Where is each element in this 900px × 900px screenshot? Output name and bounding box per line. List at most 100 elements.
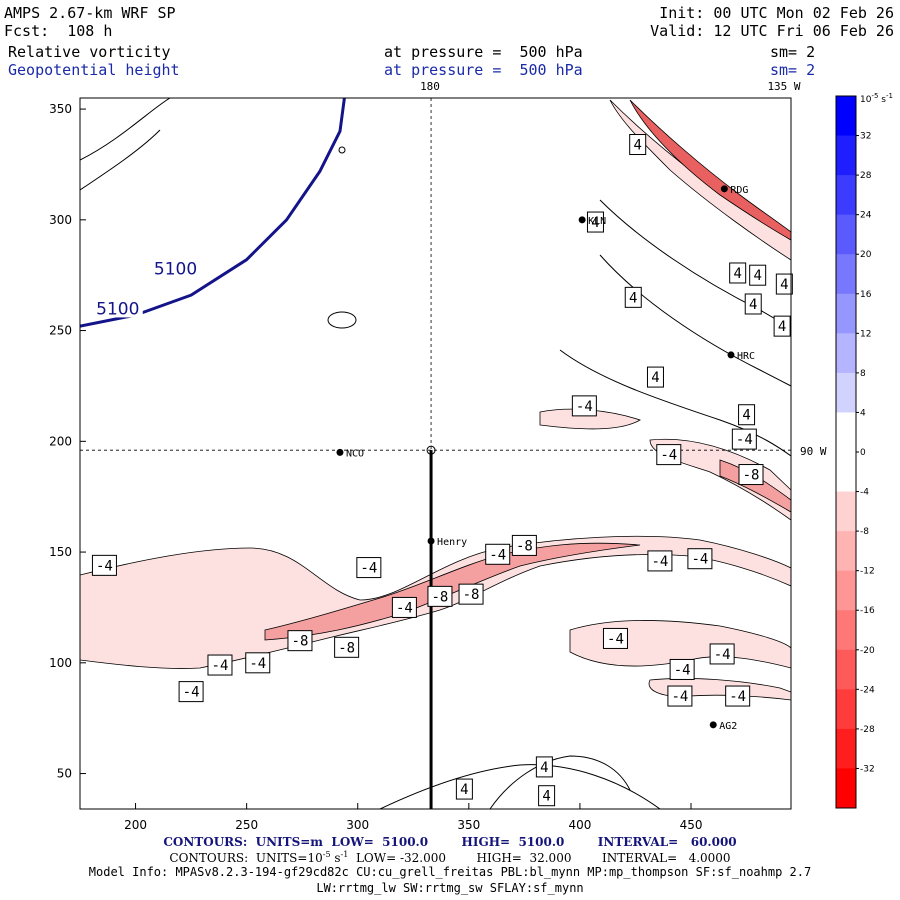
vorticity-label: 4 bbox=[633, 138, 641, 154]
vorticity-label-box bbox=[511, 534, 537, 556]
field2-smoothing: sm= 2 bbox=[770, 61, 816, 79]
vorticity-label-box bbox=[586, 211, 604, 233]
vorticity-label: -4 bbox=[489, 547, 506, 563]
vorticity-label: -4 bbox=[96, 558, 113, 574]
vorticity-label-box bbox=[427, 585, 453, 607]
colorbar-swatch bbox=[836, 768, 856, 809]
plot-frame bbox=[79, 97, 792, 810]
colorbar-tick-label: 16 bbox=[860, 290, 872, 300]
colorbar-swatch bbox=[836, 96, 856, 137]
y-tick-label: 200 bbox=[49, 434, 72, 448]
colorbar-swatch bbox=[836, 531, 856, 572]
vorticity-label: 4 bbox=[742, 408, 750, 424]
colorbar-tick-label: 20 bbox=[860, 250, 872, 260]
vorticity-label-box bbox=[602, 627, 628, 649]
vorticity-label: 4 bbox=[753, 268, 761, 284]
axis-ticks: 200 250 300 350 400 450 50 100 150 200 250 300 350 bbox=[49, 102, 702, 832]
vorticity-label-box bbox=[178, 681, 204, 703]
vorticity-label-box bbox=[624, 286, 642, 308]
vorticity-label-box bbox=[356, 557, 382, 579]
vorticity-label: -4 bbox=[660, 448, 677, 464]
vorticity-label-box bbox=[709, 643, 735, 665]
vorticity-label: 4 bbox=[778, 319, 786, 335]
colorbar-tick-label: 32 bbox=[860, 132, 871, 142]
height-label: 5100 bbox=[96, 299, 139, 319]
station-label: HRC bbox=[737, 351, 755, 362]
forecast-hour: Fcst: 108 h bbox=[4, 22, 113, 40]
vorticity-label: -4 bbox=[729, 689, 746, 705]
vorticity-label-box bbox=[287, 630, 313, 652]
vorticity-label: 4 bbox=[460, 782, 468, 798]
colorbar-swatch bbox=[836, 333, 856, 374]
vorticity-label: 4 bbox=[629, 290, 637, 306]
vorticity-label: -8 bbox=[338, 640, 355, 656]
vorticity-label: -8 bbox=[292, 634, 309, 650]
y-tick-label: 300 bbox=[49, 213, 72, 227]
model-title: AMPS 2.67-km WRF SP bbox=[4, 4, 176, 22]
vorticity-label-box bbox=[535, 756, 553, 778]
colorbar-swatch bbox=[836, 214, 856, 255]
colorbar-swatch bbox=[836, 175, 856, 216]
vort-blob-mid bbox=[539, 408, 641, 430]
station-marker bbox=[727, 351, 735, 359]
y-tick-label: 100 bbox=[49, 656, 72, 670]
vorticity-label-box bbox=[647, 550, 673, 572]
vorticity-label-box bbox=[775, 273, 793, 295]
colorbar: 32 28 24 20 16 12 8 4 0 -4 -8 -12 -16 -20 -24 -28 -32 bbox=[835, 95, 875, 809]
vorticity-label: 4 bbox=[591, 215, 599, 231]
vorticity-label: -8 bbox=[463, 587, 480, 603]
vorticity-label-box bbox=[334, 636, 360, 658]
vort-pos-line-south-2 bbox=[489, 755, 631, 809]
colorbar-tick-label: -8 bbox=[860, 527, 869, 537]
vorticity-label: -4 bbox=[249, 656, 266, 672]
vorticity-label-box bbox=[207, 654, 233, 676]
colorbar-tick-label: 12 bbox=[860, 329, 871, 339]
vorticity-label: -4 bbox=[360, 561, 377, 577]
colorbar-tick-label: 4 bbox=[860, 408, 866, 418]
stations: NCO Henry KLN RDG HRC AG2 bbox=[336, 185, 755, 732]
y-tick-label: 250 bbox=[49, 324, 72, 338]
station-label: RDG bbox=[730, 185, 748, 196]
vorticity-label-box bbox=[731, 428, 757, 450]
station-label: Henry bbox=[437, 537, 467, 548]
colorbar-swatch bbox=[836, 372, 856, 413]
colorbar-swatch bbox=[836, 135, 856, 176]
vorticity-label: 4 bbox=[780, 277, 788, 293]
model-info-line-2: LW:rrtmg_lw SW:rrtmg_sw SFLAY:sf_mynn bbox=[316, 881, 584, 895]
vorticity-label: 4 bbox=[651, 370, 659, 386]
vorticity-label: -4 bbox=[396, 600, 413, 616]
station-marker bbox=[336, 448, 344, 456]
vort-band-northeast-core bbox=[629, 99, 791, 241]
vorticity-label: -4 bbox=[674, 662, 691, 678]
vorticity-label-box bbox=[245, 652, 271, 674]
height-label: 5100 bbox=[154, 260, 197, 280]
colorbar-tick-label: 24 bbox=[860, 211, 872, 221]
x-tick-label: 400 bbox=[568, 818, 591, 832]
vorticity-label-box bbox=[91, 554, 117, 576]
lon-180-label: 180 bbox=[420, 80, 440, 93]
vorticity-contour-info: CONTOURS: UNITS=10-5 s-1 LOW= -32.000 HI… bbox=[169, 850, 731, 865]
colorbar-tick-label: -28 bbox=[860, 725, 875, 735]
field1-level: at pressure = 500 hPa bbox=[384, 43, 583, 61]
vort-pos-line-south bbox=[379, 764, 661, 809]
x-tick-label: 450 bbox=[680, 818, 703, 832]
colorbar-tick-label: -24 bbox=[860, 685, 875, 695]
vorticity-label-box bbox=[455, 778, 473, 800]
vorticity-label: -4 bbox=[212, 658, 229, 674]
vorticity-label-box bbox=[485, 543, 511, 565]
vorticity-label: 4 bbox=[749, 297, 757, 313]
vort-pos-blob-1 bbox=[327, 311, 357, 329]
height-contour-line bbox=[80, 98, 346, 328]
vorticity-label-box bbox=[458, 583, 484, 605]
colorbar-tick-label: -12 bbox=[860, 567, 875, 577]
y-tick-label: 150 bbox=[49, 545, 72, 559]
colorbar-swatch bbox=[836, 610, 856, 651]
cross-section-line bbox=[426, 445, 436, 809]
init-time: Init: 00 UTC Mon 02 Feb 26 bbox=[659, 4, 894, 22]
lon-135w-label: 135 W bbox=[767, 80, 800, 93]
colorbar-swatch bbox=[836, 689, 856, 730]
vort-pos-line-5 bbox=[80, 129, 161, 191]
colorbar-unit: 10-5 s-1 bbox=[860, 92, 893, 105]
vorticity-label: -4 bbox=[671, 689, 688, 705]
